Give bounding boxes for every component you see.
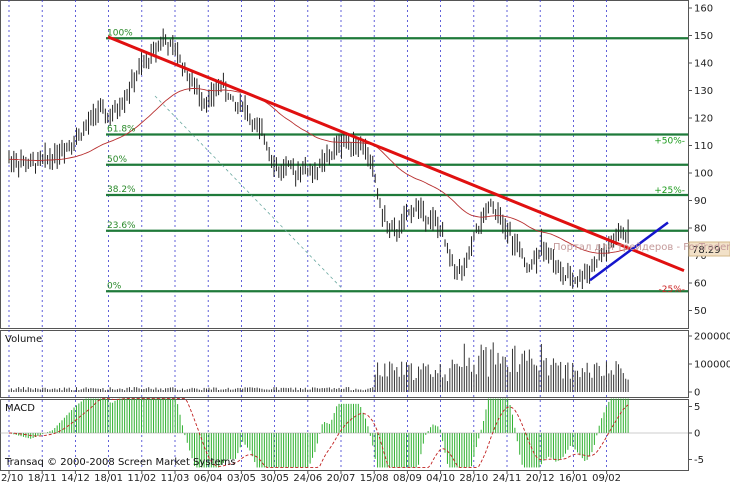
price-y-tick-label: 90	[694, 196, 707, 207]
target-label: -25%-	[659, 285, 686, 295]
price-y-tick-label: 120	[694, 114, 713, 125]
macd-panel-title: MACD	[5, 403, 35, 414]
macd-signal-line	[8, 398, 629, 468]
macd-y-tick-label: -5	[694, 455, 704, 466]
volume-y-tick-label: 2000000	[694, 332, 730, 343]
grid-layer	[0, 0, 692, 474]
resistance-trendline	[107, 35, 685, 273]
x-tick-label: 24/11	[493, 473, 522, 483]
x-tick-label: 24/06	[293, 473, 322, 483]
fib-level-label: 38.2%	[107, 185, 136, 195]
x-tick-label: 22/10	[0, 473, 23, 483]
price-y-tick-label: 100	[694, 169, 713, 180]
fib-level-label: 100%	[107, 28, 133, 38]
price-y-tick-label: 80	[694, 224, 707, 235]
price-y-tick-label: 150	[694, 31, 713, 42]
fib-level-label: 61.8%	[107, 125, 136, 135]
last-price-badge	[688, 241, 730, 257]
x-tick-label: 18/01	[94, 473, 123, 483]
target-label: +50%-	[654, 137, 685, 147]
panel-frame-1	[0, 330, 689, 398]
fib-level-label: 0%	[107, 281, 122, 291]
x-tick-label: 09/02	[592, 473, 621, 483]
x-tick-label: 20/07	[327, 473, 356, 483]
x-tick-label: 11/02	[127, 473, 156, 483]
support-trendline	[589, 221, 669, 282]
volume-panel-title: Volume	[5, 334, 42, 345]
x-tick-label: 16/01	[559, 473, 588, 483]
x-tick-label: 20/12	[526, 473, 555, 483]
x-tick-label: 30/05	[260, 473, 289, 483]
panel-frame-0	[0, 0, 689, 329]
x-tick-label: 08/09	[393, 473, 422, 483]
macd-y-tick-label: 0	[694, 429, 700, 440]
volume-layer	[8, 342, 629, 392]
price-y-tick-label: 110	[694, 141, 713, 152]
watermark-text: Портал для трейдеров - ForTrader.ru	[553, 242, 730, 253]
price-y-tick-label: 160	[694, 4, 713, 15]
target-label: +25%-	[654, 186, 685, 196]
x-tick-label: 14/12	[61, 473, 90, 483]
fib-level-label: 23.6%	[107, 221, 136, 231]
projection-dashed-line	[154, 95, 343, 289]
x-tick-label: 04/10	[426, 473, 455, 483]
macd-y-tick-label: 5	[694, 402, 700, 413]
x-tick-label: 28/10	[459, 473, 488, 483]
moving-average-line	[9, 88, 629, 254]
labels-layer: 22/10 18/11 14/12 18/01 11/02 11/03 06/04 03/05…	[0, 4, 730, 483]
price-y-tick-label: 50	[694, 306, 707, 317]
last-price-label: 78.29	[692, 245, 721, 256]
x-tick-label: 11/03	[161, 473, 190, 483]
x-tick-label: 18/11	[28, 473, 57, 483]
copyright-text: Transaq © 2000-2008 Screen Market System…	[4, 457, 236, 468]
x-tick-label: 03/05	[227, 473, 256, 483]
fib-level-label: 50%	[107, 155, 127, 165]
macd-layer	[0, 398, 688, 468]
x-tick-label: 15/08	[360, 473, 389, 483]
price-y-tick-label: 140	[694, 59, 713, 70]
price-y-tick-label: 130	[694, 86, 713, 97]
price-layer	[8, 28, 688, 293]
volume-y-tick-label: 0	[694, 388, 700, 399]
x-tick-label: 06/04	[194, 473, 223, 483]
price-y-tick-label: 60	[694, 279, 707, 290]
